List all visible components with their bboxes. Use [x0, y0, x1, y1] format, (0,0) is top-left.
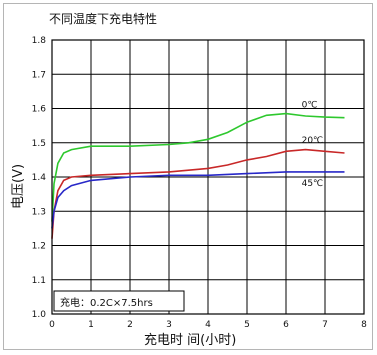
y-tick-label: 1.8	[32, 36, 47, 46]
series-line	[51, 112, 345, 222]
chart-title: 不同温度下充电特性	[49, 11, 157, 26]
series-label: 0℃	[302, 101, 318, 111]
x-tick-label: 6	[283, 320, 289, 330]
y-tick-label: 1.7	[32, 70, 46, 80]
annotation-box	[53, 290, 185, 312]
series-line	[51, 171, 345, 229]
chart-frame: 不同温度下充电特性 0 1 2 3 4 5 6 7 8 1.0 1.1 1.2 1.3 1.4 1.5 1.6…	[3, 3, 373, 350]
chart: 不同温度下充电特性 0 1 2 3 4 5 6 7 8 1.0 1.1 1.2 1.3 1.4 1.5 1.6…	[11, 11, 367, 348]
tick-labels: 0 1 2 3 4 5 6 7 8 1.0 1.1 1.2 1.3 1.4 1.5 1.6 1.7 1.8	[32, 36, 367, 330]
y-axis-label: 电压(V)	[11, 164, 26, 209]
x-tick-label: 4	[205, 320, 211, 330]
y-tick-label: 1.0	[32, 310, 47, 320]
x-tick-label: 8	[361, 320, 367, 330]
x-tick-label: 0	[49, 320, 55, 330]
grid	[51, 39, 365, 315]
y-tick-label: 1.5	[32, 139, 46, 149]
y-tick-label: 1.6	[32, 105, 47, 115]
y-tick-label: 1.2	[32, 242, 46, 252]
series-label: 45℃	[302, 179, 324, 189]
x-tick-label: 1	[88, 320, 94, 330]
x-tick-label: 5	[244, 320, 250, 330]
x-tick-label: 7	[322, 320, 328, 330]
y-tick-label: 1.4	[32, 173, 47, 183]
annotation-text: 充电：0.2C×7.5hrs	[60, 296, 153, 309]
x-tick-label: 2	[127, 320, 133, 330]
series-line	[51, 148, 345, 239]
x-tick-label: 3	[166, 320, 172, 330]
series-label: 20℃	[302, 136, 324, 146]
series-labels: 0℃ 20℃ 45℃	[302, 101, 324, 189]
y-tick-label: 1.3	[32, 207, 46, 217]
x-axis-label: 充电时 间(小时)	[144, 332, 236, 348]
y-tick-label: 1.1	[32, 276, 46, 286]
series-lines	[51, 112, 345, 239]
plot-border	[51, 39, 365, 315]
